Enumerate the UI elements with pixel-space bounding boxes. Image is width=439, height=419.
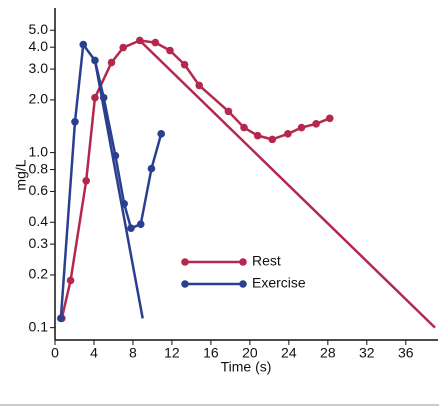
x-tick-label: 28 bbox=[320, 345, 336, 361]
data-point bbox=[284, 130, 292, 138]
data-point bbox=[157, 130, 166, 138]
x-tick-label: 0 bbox=[51, 345, 59, 361]
y-tick-label: 2.0 bbox=[29, 91, 49, 107]
data-point bbox=[107, 58, 116, 67]
x-tick-label: 36 bbox=[398, 345, 414, 361]
y-tick-label: 3.0 bbox=[29, 60, 49, 76]
legend-label: Rest bbox=[252, 253, 281, 269]
x-tick-label: 8 bbox=[129, 345, 137, 361]
data-point bbox=[91, 56, 99, 65]
x-tick-label: 16 bbox=[203, 345, 219, 361]
data-point bbox=[312, 120, 320, 128]
data-point bbox=[135, 36, 144, 45]
legend-label: Exercise bbox=[252, 275, 306, 291]
x-tick-label: 32 bbox=[359, 345, 375, 361]
x-tick-label: 4 bbox=[90, 345, 98, 361]
legend-marker bbox=[239, 258, 247, 266]
y-tick-label: 0.3 bbox=[29, 235, 49, 251]
extrapolation-line bbox=[93, 60, 144, 319]
data-point bbox=[136, 220, 145, 228]
y-tick-label: 0.4 bbox=[29, 213, 49, 229]
data-point bbox=[166, 46, 174, 55]
y-tick-label: 4.0 bbox=[29, 38, 49, 54]
data-point bbox=[99, 93, 108, 102]
data-point bbox=[79, 40, 88, 49]
legend-marker bbox=[239, 280, 247, 288]
extrapolation-line bbox=[138, 39, 436, 329]
legend-marker bbox=[181, 280, 189, 288]
legend-marker bbox=[181, 258, 189, 266]
data-point bbox=[111, 151, 120, 160]
y-axis-label: mg/L bbox=[13, 159, 29, 190]
data-point bbox=[71, 117, 79, 126]
data-point bbox=[82, 177, 90, 185]
x-axis-label: Time (s) bbox=[221, 359, 272, 375]
data-point bbox=[120, 199, 128, 208]
x-tick-label: 24 bbox=[281, 345, 297, 361]
data-point bbox=[66, 276, 75, 285]
y-tick-label: 0.1 bbox=[29, 318, 49, 334]
data-point bbox=[240, 123, 248, 132]
data-point bbox=[268, 135, 277, 144]
y-tick-label: 0.6 bbox=[29, 182, 49, 198]
x-tick-label: 12 bbox=[164, 345, 180, 361]
data-point bbox=[253, 131, 262, 140]
data-point bbox=[127, 224, 135, 232]
data-point bbox=[195, 81, 204, 90]
data-point bbox=[119, 43, 128, 52]
data-point bbox=[91, 93, 99, 102]
data-point bbox=[180, 60, 189, 69]
y-tick-label: 0.8 bbox=[29, 160, 49, 176]
data-point bbox=[57, 314, 65, 323]
data-point bbox=[147, 164, 156, 173]
data-point bbox=[224, 107, 233, 116]
y-tick-label: 5.0 bbox=[29, 21, 49, 37]
y-tick-label: 1.0 bbox=[29, 143, 49, 159]
data-point bbox=[297, 123, 306, 132]
data-point bbox=[325, 114, 334, 123]
series-line bbox=[59, 43, 163, 319]
data-point bbox=[151, 38, 160, 47]
x-tick-label: 20 bbox=[242, 345, 258, 361]
y-tick-label: 0.2 bbox=[29, 266, 49, 282]
